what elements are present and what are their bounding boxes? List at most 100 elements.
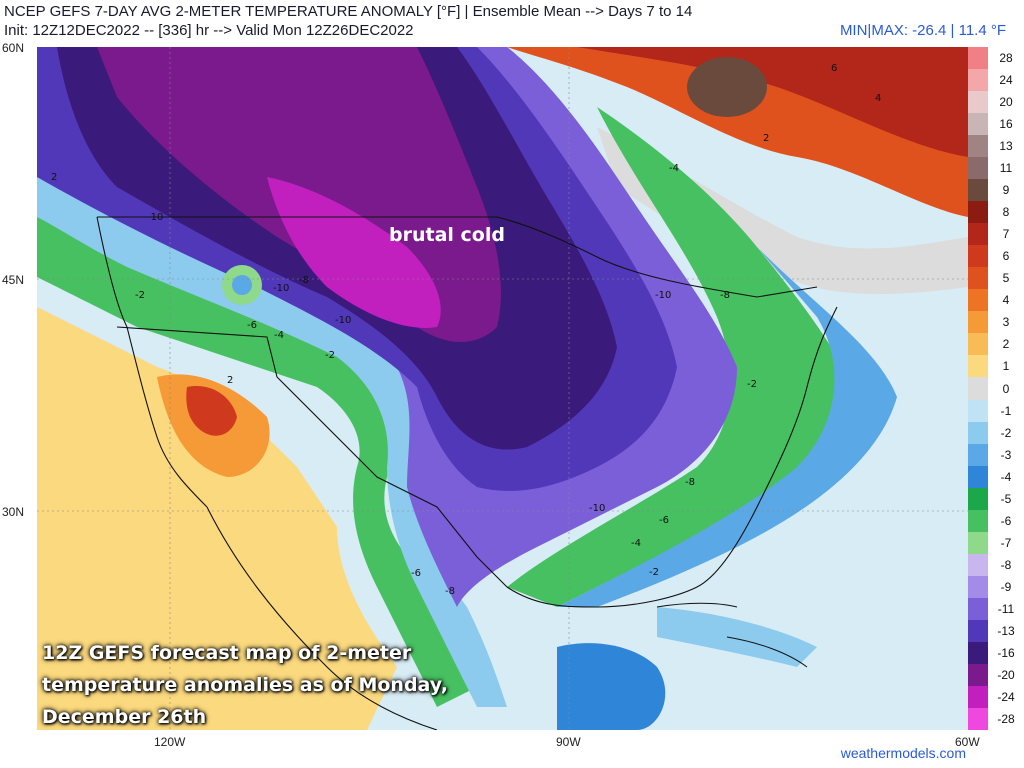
contour-label: -6 [659, 515, 669, 526]
contour-label: -10 [655, 290, 672, 301]
colorbar-swatch [968, 91, 988, 114]
colorbar-swatch [968, 289, 988, 312]
colorbar-swatch [968, 47, 988, 70]
us-mexico-border [116, 326, 508, 588]
colorbar-swatch [968, 201, 988, 224]
colorbar-swatch [968, 223, 988, 246]
contour-label: -2 [325, 350, 335, 361]
colorbar-swatch [968, 421, 988, 445]
colorbar-swatch [968, 245, 988, 268]
anomaly-map: brutal cold 12Z GEFS forecast map of 2-m… [37, 47, 968, 730]
colorbar [968, 47, 988, 731]
cool-anomaly-caribbean [657, 607, 817, 667]
contour-label: 2 [227, 375, 234, 386]
colorbar-tick-label: -20 [997, 667, 1015, 682]
contour-label: 6 [831, 63, 838, 74]
contour-label: -4 [669, 163, 679, 174]
colorbar-tick-label: 24 [999, 73, 1013, 88]
contour-label: -4 [274, 330, 284, 341]
colorbar-swatch [968, 597, 988, 621]
contour-label: -10 [147, 212, 164, 223]
colorbar-tick-label: 11 [999, 161, 1013, 176]
colorbar-tick-label: 1 [1002, 359, 1010, 374]
lat-label-30n: 30N [2, 505, 25, 519]
lat-label-60n: 60N [2, 41, 25, 55]
colorbar-swatch [968, 179, 988, 202]
brutal-cold-annotation: brutal cold [389, 224, 505, 246]
colorbar-swatch [968, 377, 988, 400]
lon-label-90w: 90W [556, 735, 581, 749]
contour-label: -10 [589, 503, 606, 514]
colorbar-swatch [968, 113, 988, 136]
contour-label: -2 [135, 290, 145, 301]
colorbar-tick-label: 5 [1002, 271, 1010, 286]
colorbar-tick-label: -4 [1000, 469, 1012, 484]
cool-anomaly-mexico [557, 643, 666, 730]
map-subtitle: Init: 12Z12DEC2022 -- [336] hr --> Valid… [4, 22, 414, 39]
colorbar-swatch [968, 399, 988, 423]
colorbar-tick-label: -24 [997, 689, 1015, 704]
contour-label: 4 [875, 93, 882, 104]
contour-label: -2 [649, 567, 659, 578]
colorbar-tick-label: -28 [997, 711, 1015, 726]
colorbar-tick-label: 28 [999, 51, 1013, 66]
colorbar-tick-label: 3 [1002, 315, 1010, 330]
colorbar-tick-label: 20 [999, 95, 1013, 110]
colorbar-swatch [968, 465, 988, 489]
colorbar-tick-label: 0 [1002, 381, 1010, 396]
colorbar-swatch [968, 707, 988, 731]
colorbar-swatch [968, 509, 988, 533]
us-canada-border [97, 216, 818, 298]
contour-label: 2 [763, 133, 770, 144]
colorbar-swatch [968, 641, 988, 665]
us-coastline-east [506, 306, 838, 608]
colorbar-tick-label: 16 [999, 117, 1013, 132]
colorbar-swatch [968, 575, 988, 599]
colorbar-tick-label: -3 [1000, 447, 1012, 462]
colorbar-swatch [968, 531, 988, 555]
colorbar-tick-label: -6 [1000, 513, 1012, 528]
contour-label: -8 [685, 477, 695, 488]
colorbar-tick-label: 2 [1002, 337, 1010, 352]
contour-label: -10 [335, 315, 352, 326]
colorbar-tick-label: -11 [997, 601, 1015, 616]
warm-anomaly-southwest [37, 307, 397, 730]
colorbar-tick-label: 9 [1002, 183, 1010, 198]
contour-label: 2 [51, 172, 58, 183]
contour-label: -8 [720, 290, 730, 301]
colorbar-swatch [968, 135, 988, 158]
contour-label: -6 [247, 320, 257, 331]
colorbar-swatch [968, 443, 988, 467]
cool-pocket-blue [232, 275, 252, 295]
colorbar-swatch [968, 553, 988, 577]
colorbar-swatch [968, 267, 988, 290]
colorbar-tick-label: -9 [1000, 579, 1012, 594]
credit-text: weathermodels.com [840, 745, 966, 761]
warm-anomaly-core [577, 47, 968, 157]
contour-label: -2 [747, 379, 757, 390]
cool-anomaly-green-west [37, 187, 477, 707]
colorbar-tick-label: -1 [1000, 403, 1012, 418]
colorbar-tick-label: -5 [1000, 491, 1012, 506]
colorbar-swatch [968, 69, 988, 92]
colorbar-tick-label: 4 [1002, 293, 1010, 308]
warm-anomaly-nevada-core [186, 386, 237, 436]
colorbar-tick-label: 8 [1002, 205, 1010, 220]
mexico-coastline [206, 506, 438, 730]
warm-anomaly-peak [687, 57, 767, 117]
caribbean-islands [656, 602, 808, 668]
anomaly-field [37, 47, 968, 730]
colorbar-swatch [968, 619, 988, 643]
colorbar-tick-label: -13 [997, 623, 1015, 638]
colorbar-swatch [968, 685, 988, 709]
us-coastline-west [96, 216, 208, 508]
colorbar-tick-label: 6 [1002, 249, 1010, 264]
contour-label: -8 [299, 275, 309, 286]
lat-label-45n: 45N [2, 273, 25, 287]
contour-label: -10 [273, 283, 290, 294]
lon-label-120w: 120W [154, 735, 186, 749]
colorbar-tick-label: -2 [1000, 425, 1012, 440]
colorbar-tick-label: -16 [997, 645, 1015, 660]
lon-label-60w: 60W [955, 735, 980, 749]
colorbar-tick-label: 7 [1002, 227, 1010, 242]
